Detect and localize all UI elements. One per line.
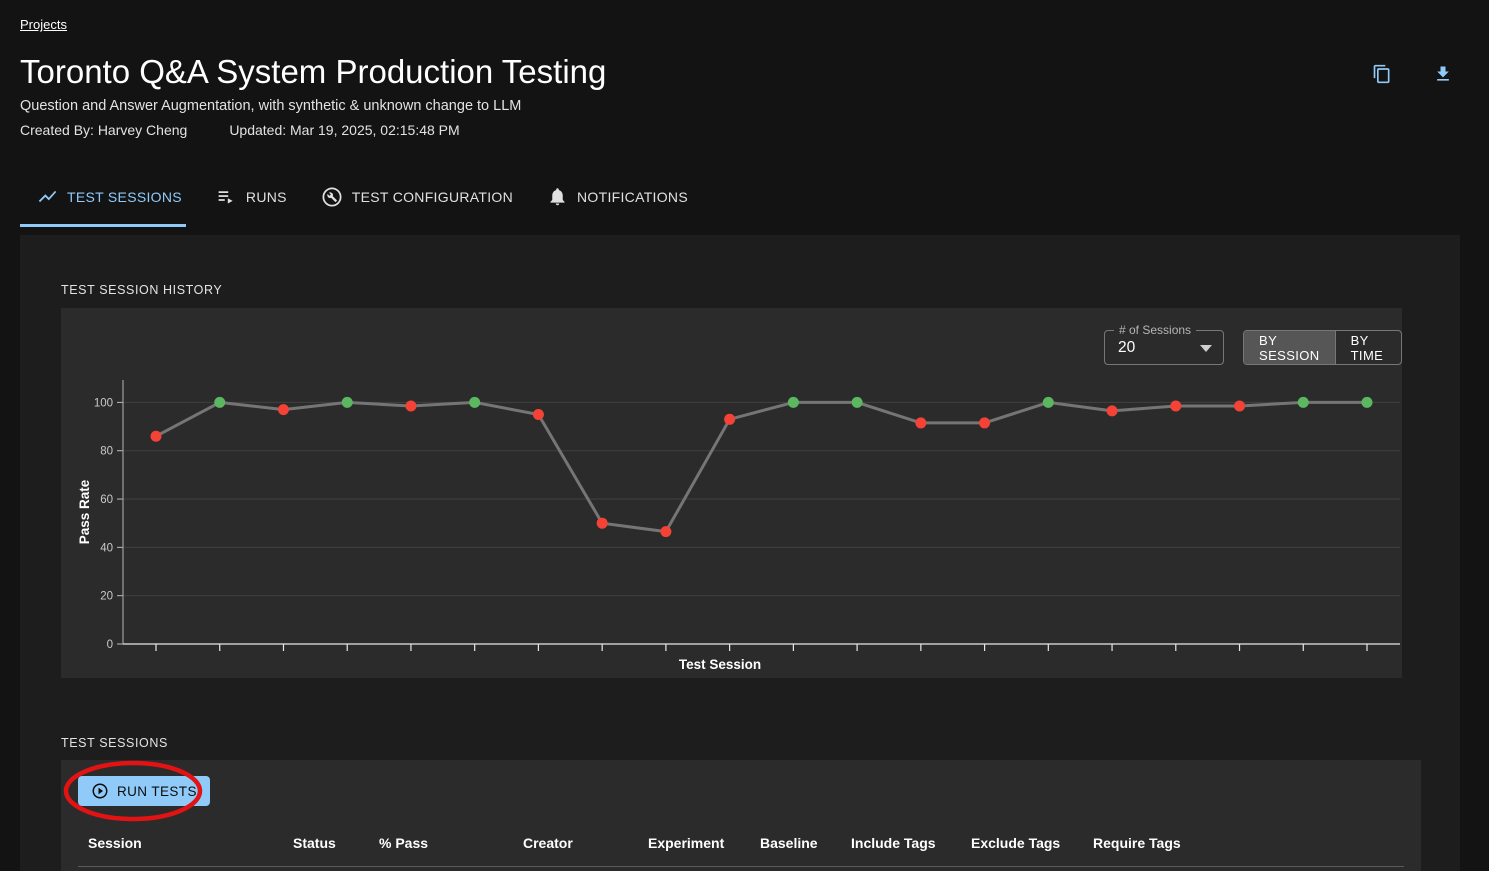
meta-row: Created By: Harvey Cheng Updated: Mar 19… <box>20 122 460 138</box>
num-sessions-value: 20 <box>1118 339 1135 357</box>
chevron-down-icon <box>1200 345 1212 352</box>
by-session-toggle[interactable]: BY SESSION <box>1244 331 1335 364</box>
playlist-play-icon <box>216 186 237 207</box>
y-tick-label: 60 <box>100 494 113 506</box>
page-title: Toronto Q&A System Production Testing <box>20 53 606 91</box>
tab-test-configuration[interactable]: TEST CONFIGURATION <box>304 168 530 225</box>
tab-label: RUNS <box>246 189 287 205</box>
chart-point-session-9[interactable] <box>660 526 671 537</box>
header-actions <box>1368 60 1457 88</box>
column-header-session: Session <box>88 835 142 851</box>
tab-test-sessions[interactable]: TEST SESSIONS <box>20 168 199 225</box>
chart-point-session-20[interactable] <box>1362 397 1373 408</box>
chart-point-session-12[interactable] <box>852 397 863 408</box>
chart-point-session-1[interactable] <box>151 431 162 442</box>
chart-point-session-18[interactable] <box>1234 401 1245 412</box>
chart-point-session-2[interactable] <box>214 397 225 408</box>
chart-point-session-10[interactable] <box>724 414 735 425</box>
test-sessions-panel: TEST SESSION HISTORY 0 20 40 60 80 100 Pass Ra… <box>20 235 1460 871</box>
column-header-require-tags: Require Tags <box>1093 835 1181 851</box>
tab-label: TEST CONFIGURATION <box>352 189 513 205</box>
test-sessions-table-card: RUN TESTS SessionStatus% PassCreatorExpe… <box>61 760 1421 871</box>
copy-icon[interactable] <box>1368 60 1396 88</box>
chart-point-session-3[interactable] <box>278 404 289 415</box>
bell-icon <box>547 186 568 207</box>
column-header-exclude-tags: Exclude Tags <box>971 835 1060 851</box>
by-time-toggle[interactable]: BY TIME <box>1335 331 1401 364</box>
y-axis-label: Pass Rate <box>77 479 92 544</box>
build-circle-icon <box>321 186 343 208</box>
sessions-section-heading: TEST SESSIONS <box>61 736 168 750</box>
chart-point-session-19[interactable] <box>1298 397 1309 408</box>
tab-label: NOTIFICATIONS <box>577 189 688 205</box>
chart-point-session-11[interactable] <box>788 397 799 408</box>
updated-text: Updated: Mar 19, 2025, 02:15:48 PM <box>229 122 459 138</box>
tab-notifications[interactable]: NOTIFICATIONS <box>530 168 705 225</box>
chart-point-session-5[interactable] <box>405 401 416 412</box>
column-header-creator: Creator <box>523 835 573 851</box>
num-sessions-label: # of Sessions <box>1114 323 1196 337</box>
x-axis-label: Test Session <box>679 657 761 672</box>
column-header-status: Status <box>293 835 336 851</box>
column-header--pass: % Pass <box>379 835 428 851</box>
chart-point-session-17[interactable] <box>1170 401 1181 412</box>
chart-point-session-6[interactable] <box>469 397 480 408</box>
chart-point-session-14[interactable] <box>979 417 990 428</box>
tab-bar: TEST SESSIONS RUNS TEST CONFIGURATION NO… <box>20 168 705 225</box>
column-header-baseline: Baseline <box>760 835 818 851</box>
test-session-history-card: 0 20 40 60 80 100 Pass Rate Test Session # of S… <box>61 308 1402 678</box>
table-header-row: Session Status % Pass Creator Experiment Base… <box>61 760 1421 871</box>
chart-section-heading: TEST SESSION HISTORY <box>61 283 222 297</box>
chart-point-session-8[interactable] <box>597 518 608 529</box>
y-tick-label: 40 <box>100 542 113 554</box>
breadcrumb-projects-link[interactable]: Projects <box>20 17 67 32</box>
page-subtitle: Question and Answer Augmentation, with s… <box>20 98 521 114</box>
chart-point-session-16[interactable] <box>1107 405 1118 416</box>
tab-label: TEST SESSIONS <box>67 189 182 205</box>
active-tab-indicator <box>20 224 186 227</box>
table-header-divider <box>78 866 1404 867</box>
chart-point-session-13[interactable] <box>915 417 926 428</box>
chart-point-session-15[interactable] <box>1043 397 1054 408</box>
show-chart-icon <box>37 186 58 207</box>
column-header-experiment: Experiment <box>648 835 724 851</box>
chart-point-session-7[interactable] <box>533 409 544 420</box>
chart-point-session-4[interactable] <box>342 397 353 408</box>
y-tick-label: 0 <box>107 639 113 651</box>
created-by-text: Created By: Harvey Cheng <box>20 122 187 138</box>
y-tick-label: 100 <box>94 397 113 409</box>
column-header-include-tags: Include Tags <box>851 835 936 851</box>
tab-runs[interactable]: RUNS <box>199 168 304 225</box>
y-tick-label: 80 <box>100 446 113 458</box>
view-toggle-group: BY SESSION BY TIME <box>1243 330 1402 365</box>
num-sessions-select[interactable]: # of Sessions 20 <box>1104 330 1224 365</box>
download-icon[interactable] <box>1429 60 1457 88</box>
y-tick-label: 20 <box>100 591 113 603</box>
